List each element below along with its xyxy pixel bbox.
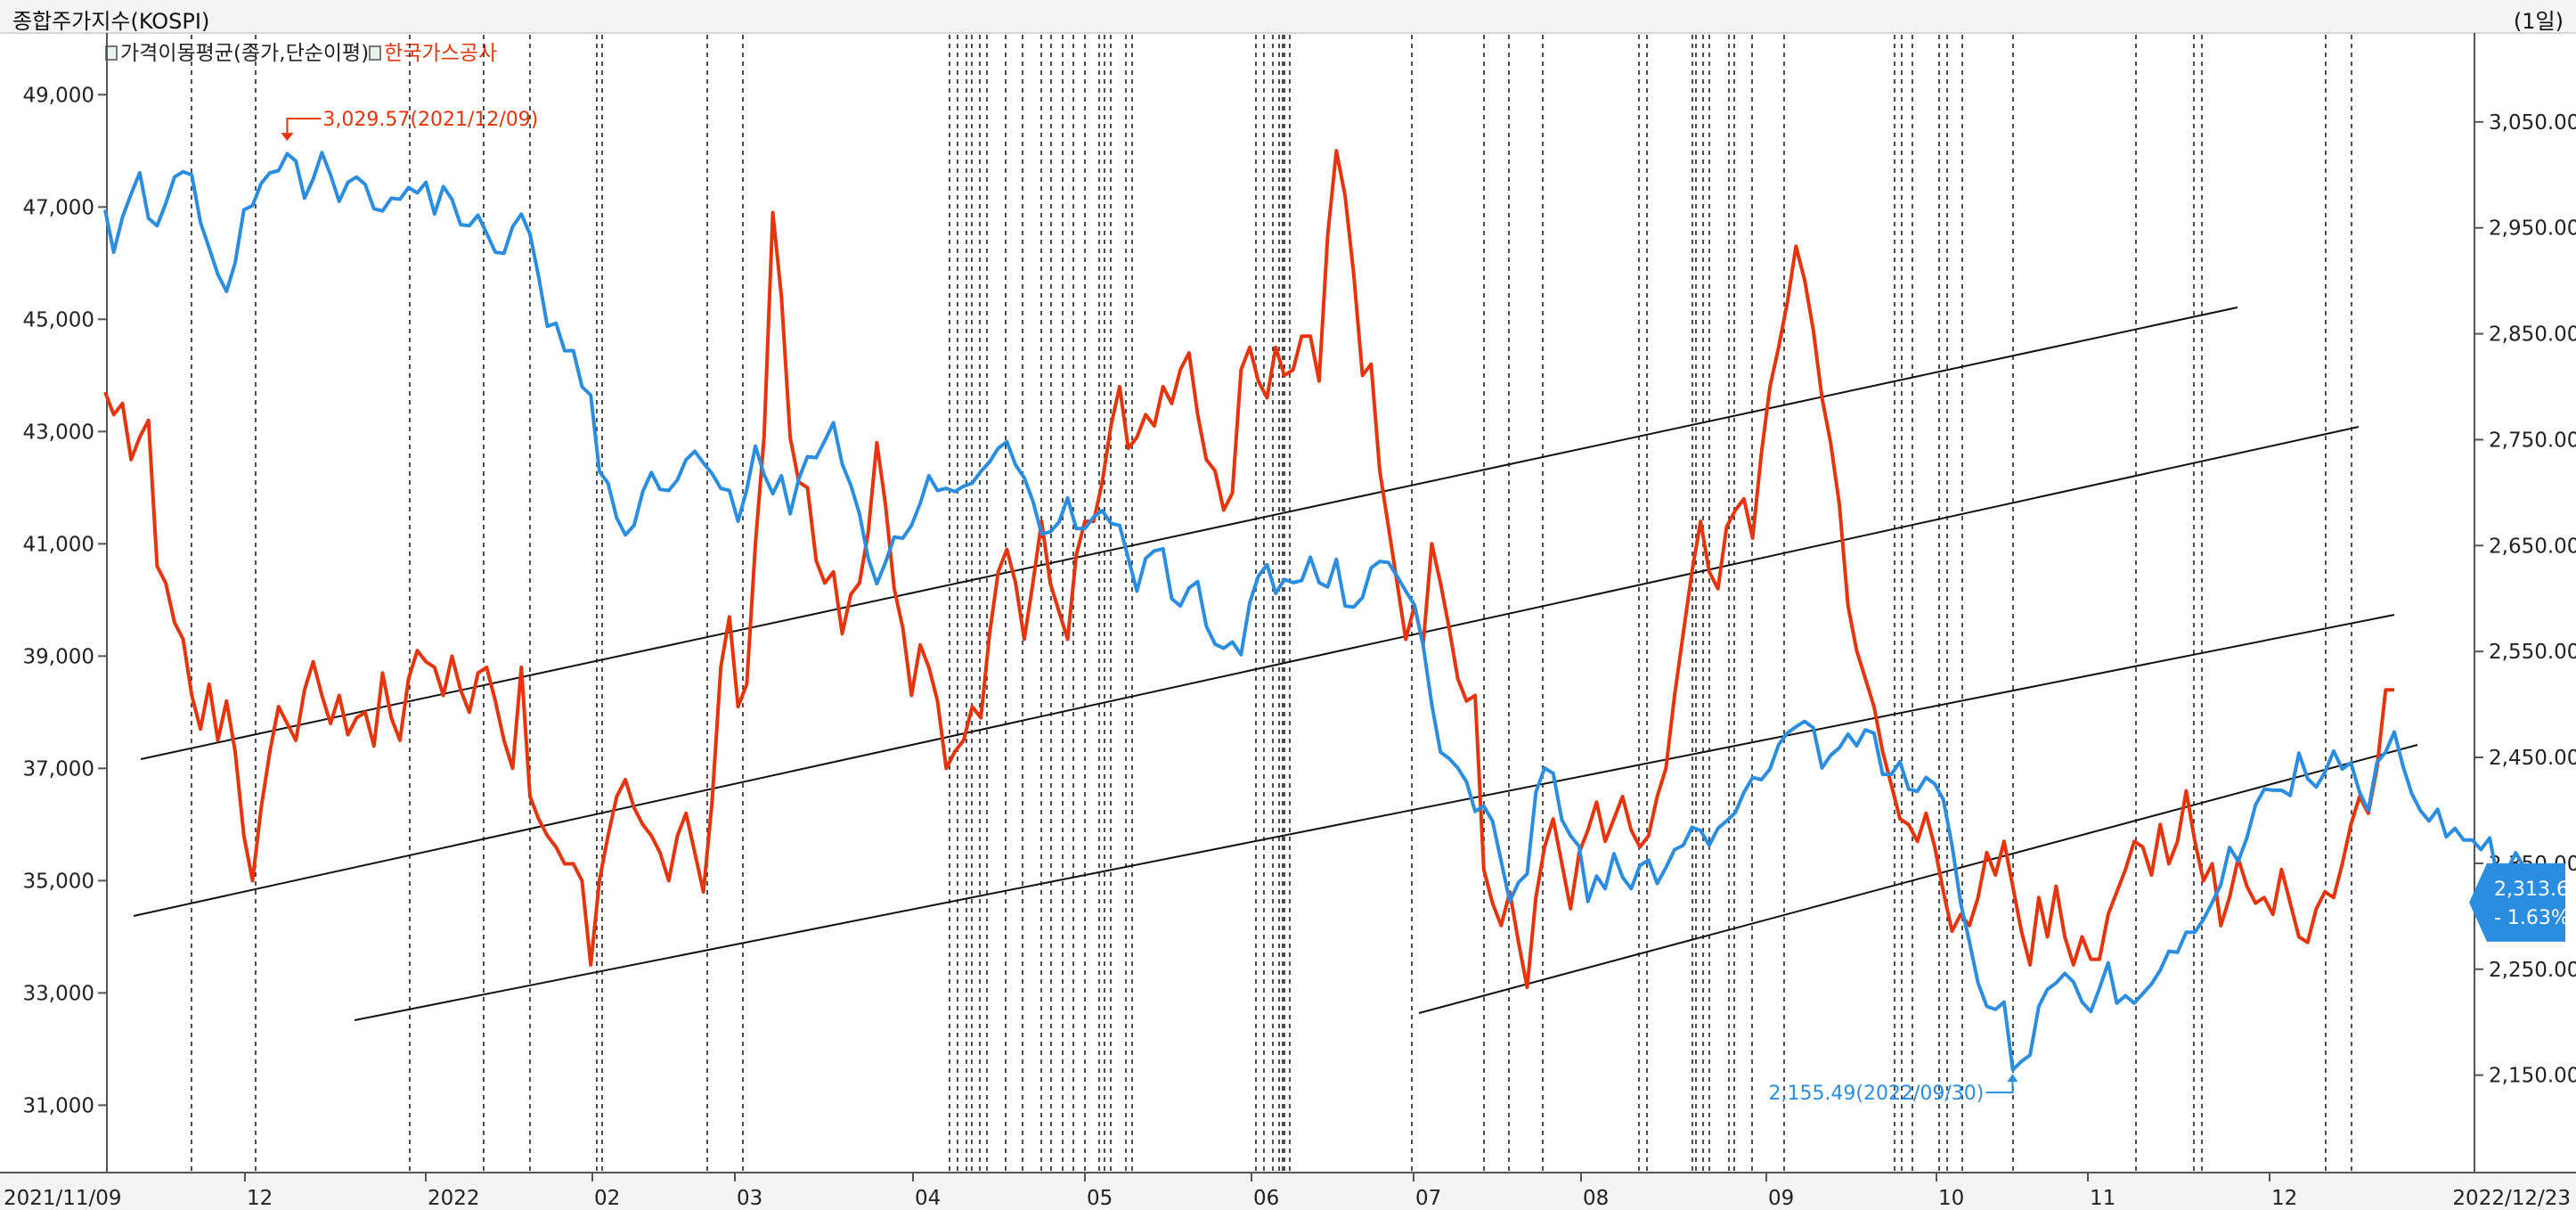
- legend-item-series1[interactable]: 가격이동평균(종가,단순이평): [105, 42, 369, 65]
- legend-item-series2[interactable]: 한국가스공사: [369, 42, 497, 65]
- left-axis-tick-label: 43,000: [23, 421, 94, 444]
- left-axis-tick-label: 33,000: [23, 982, 94, 1005]
- left-axis-tick-label: 35,000: [23, 870, 94, 893]
- right-axis-tick-label: 2,250.00: [2489, 959, 2576, 982]
- series-line-kospi: [103, 151, 2560, 1072]
- x-axis-tick-label: 02: [594, 1187, 620, 1210]
- x-axis-band: [0, 1173, 2576, 1210]
- x-axis-tick-label: 10: [1938, 1187, 1964, 1210]
- last-value-price: 2,313.69: [2494, 879, 2576, 901]
- right-axis-tick-label: 2,850.00: [2489, 323, 2576, 347]
- max-annotation-label: 3,029.57(2021/12/09): [322, 109, 538, 131]
- x-axis-tick-label: 05: [1087, 1187, 1113, 1210]
- legend-label-series1: 가격이동평균(종가,단순이평): [120, 42, 370, 65]
- right-axis-tick-label: 2,950.00: [2489, 217, 2576, 241]
- series-line-gas: [103, 149, 2394, 990]
- right-axis-tick-label: 2,750.00: [2489, 429, 2576, 452]
- legend-label-series2: 한국가스공사: [384, 42, 498, 65]
- x-axis-start-label: 2021/11/09: [4, 1187, 122, 1210]
- x-axis-tick-label: 07: [1415, 1187, 1441, 1210]
- trend-line: [140, 307, 2238, 760]
- left-axis-tick-label: 47,000: [23, 196, 94, 219]
- left-axis-tick-label: 41,000: [23, 533, 94, 556]
- trend-line: [354, 614, 2395, 1021]
- x-axis-end-label: 2022/12/23: [2452, 1187, 2571, 1210]
- vertical-markers: [191, 35, 2352, 1173]
- chart-title: 종합주가지수(KOSPI): [12, 9, 210, 34]
- min-marker-leader: [1985, 1080, 2014, 1094]
- annotations: 3,029.57(2021/12/09) 2,155.49(2022/09/30)…: [281, 109, 2576, 1105]
- left-axis-tick-label: 49,000: [23, 84, 94, 107]
- left-axis-tick-label: 45,000: [23, 308, 94, 331]
- legend-checkbox-icon[interactable]: [369, 45, 382, 61]
- min-marker-icon: [2007, 1074, 2018, 1083]
- right-axis-tick-label: 2,150.00: [2489, 1065, 2576, 1088]
- x-axis-tick-label: 12: [2271, 1187, 2297, 1210]
- right-axis-tick-label: 2,550.00: [2489, 641, 2576, 664]
- trend-line: [1418, 744, 2418, 1014]
- x-axis-tick-label: 2022: [428, 1187, 480, 1210]
- x-axis-tick-label: 09: [1768, 1187, 1794, 1210]
- series-lines: [103, 149, 2560, 1072]
- left-axis-tick-label: 39,000: [23, 645, 94, 668]
- left-axis-tick-label: 31,000: [23, 1094, 94, 1117]
- axes: 31,000 33,000 35,000 37,000 39,000 41,000 43,0…: [4, 84, 2576, 1210]
- x-axis-tick-label: 11: [2090, 1187, 2115, 1210]
- x-axis-tick-label: 06: [1253, 1187, 1279, 1210]
- chart-header: 종합주가지수(KOSPI) (1일): [0, 0, 2576, 34]
- min-annotation-label: 2,155.49(2022/09/30): [1768, 1083, 1984, 1105]
- max-marker-leader: [286, 118, 322, 134]
- plot-frame: [0, 33, 2576, 1210]
- trend-line: [133, 426, 2360, 917]
- max-marker-icon: [281, 133, 294, 142]
- x-axis-tick-label: 12: [247, 1187, 273, 1210]
- last-value-change: - 1.63%: [2494, 907, 2570, 929]
- right-axis-tick-label: 2,450.00: [2489, 747, 2576, 770]
- last-value-badge: [2469, 863, 2565, 942]
- left-axis-tick-label: 37,000: [23, 757, 94, 781]
- x-axis-tick-label: 04: [915, 1187, 941, 1210]
- x-axis-tick-label: 03: [737, 1187, 762, 1210]
- x-axis-tick-label: 08: [1583, 1187, 1609, 1210]
- trend-lines: [133, 307, 2418, 1021]
- period-label[interactable]: (1일): [2513, 9, 2564, 34]
- right-axis-tick-label: 2,650.00: [2489, 535, 2576, 558]
- right-axis-tick-label: 3,050.00: [2489, 111, 2576, 135]
- legend: 가격이동평균(종가,단순이평) 한국가스공사: [105, 36, 497, 66]
